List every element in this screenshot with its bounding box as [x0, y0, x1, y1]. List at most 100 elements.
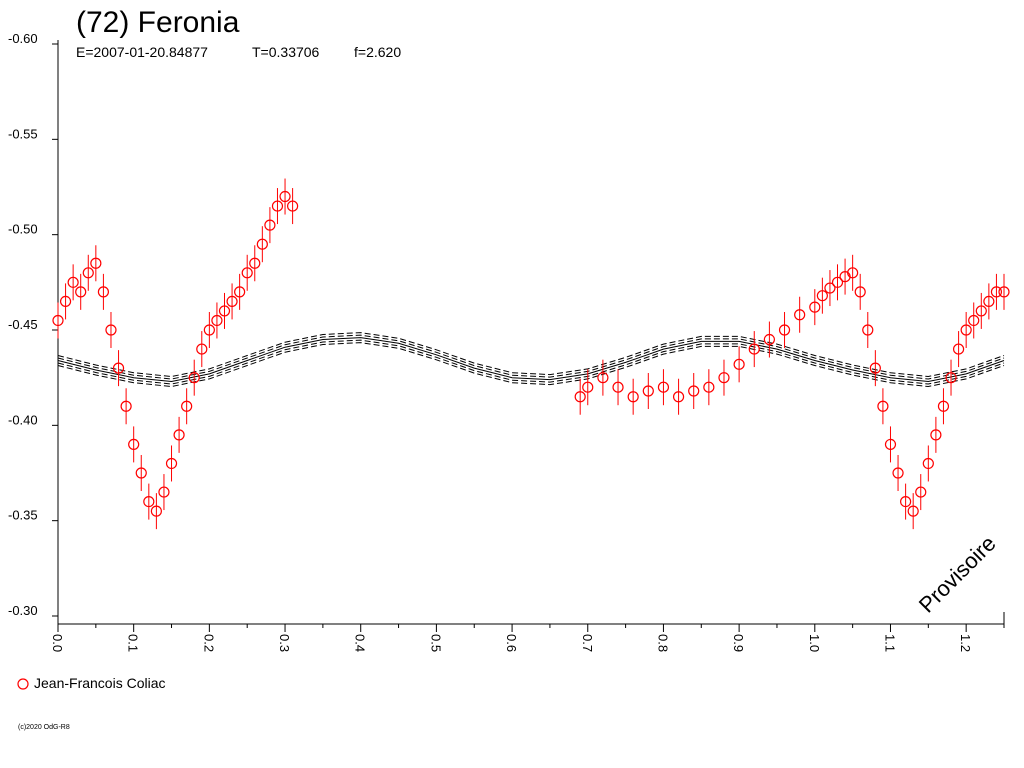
data-point [831, 276, 844, 288]
data-point [884, 438, 897, 450]
x-tick-label: 0.3 [277, 634, 292, 652]
legend: Jean-Francois Coliac [17, 675, 166, 691]
model-envelope-line [57, 342, 1005, 388]
data-point [226, 295, 238, 307]
data-point [112, 362, 125, 374]
data-point [688, 385, 700, 397]
y-ticks: -0.60 -0.55 -0.50 -0.45 -0.40 -0.35 -0.30 [8, 31, 58, 618]
y-tick-label: -0.50 [8, 222, 38, 237]
data-point [847, 267, 859, 279]
data-point [582, 381, 594, 393]
data-point [809, 301, 821, 313]
data-point [287, 200, 299, 212]
data-point [597, 372, 609, 384]
data-point [150, 505, 162, 517]
y-tick-label: -0.60 [8, 31, 38, 46]
data-point [892, 467, 904, 479]
x-tick-label: 0.6 [504, 634, 519, 652]
data-point [990, 286, 1003, 298]
legend-label: Jean-Francois Coliac [34, 675, 166, 691]
data-point [824, 282, 836, 294]
data-point [952, 343, 965, 355]
data-point [998, 286, 1010, 298]
data-point [968, 314, 980, 327]
data-point [256, 238, 268, 250]
data-point [143, 496, 155, 508]
data-point [82, 267, 94, 279]
y-tick-label: -0.45 [8, 317, 38, 332]
chart-subtitle-epoch: E=2007-01-20.84877 [76, 44, 208, 60]
data-point [234, 286, 246, 298]
x-tick-label: 0.0 [50, 634, 65, 652]
model-curve-line [57, 337, 1005, 383]
y-tick-label: -0.40 [8, 412, 38, 427]
chart-title: (72) Feronia [76, 6, 240, 39]
data-point [748, 343, 760, 355]
data-point [188, 372, 200, 384]
data-point [249, 257, 261, 269]
data-point [915, 486, 927, 498]
data-point [173, 429, 185, 441]
model-envelope-line [57, 332, 1005, 378]
data-point [75, 286, 87, 298]
data-point [672, 391, 685, 403]
data-point [862, 324, 874, 336]
x-tick-label: 0.2 [201, 634, 216, 652]
model-envelope-line [57, 339, 1005, 385]
data-point [271, 200, 284, 212]
data-point [794, 309, 806, 321]
data-point [165, 457, 178, 470]
data-point [930, 429, 942, 441]
data-point [937, 400, 950, 412]
data-point [574, 391, 586, 403]
data-points [52, 178, 1010, 530]
data-point [128, 438, 140, 450]
x-tick-label: 0.5 [428, 634, 443, 652]
data-point [657, 381, 670, 393]
data-point [763, 333, 775, 346]
data-point [983, 295, 995, 307]
data-point [816, 290, 828, 302]
data-point [627, 391, 639, 403]
data-point [642, 385, 654, 397]
x-ticks: 0.0 0.1 0.2 0.3 0.4 0.5 0.6 0.7 0.8 0.9 1.0 1.1 1.2 [50, 624, 1005, 652]
data-point [703, 381, 715, 393]
axes [57, 40, 1005, 625]
chart-subtitle-frequency: f=2.620 [354, 44, 401, 60]
x-tick-label: 1.2 [958, 634, 973, 652]
y-tick-label: -0.30 [8, 603, 38, 618]
data-point [960, 324, 972, 336]
data-point [733, 358, 745, 370]
x-tick-label: 0.8 [655, 634, 670, 652]
x-tick-label: 1.0 [807, 634, 822, 652]
data-point [158, 486, 170, 498]
data-point [264, 219, 276, 231]
data-point [135, 467, 147, 479]
data-point [877, 400, 889, 412]
data-point [718, 372, 730, 384]
data-point [218, 305, 231, 317]
x-tick-label: 0.7 [580, 634, 595, 652]
data-point [241, 267, 253, 279]
data-point [907, 505, 919, 517]
data-point [869, 362, 881, 374]
y-tick-label: -0.55 [8, 126, 38, 141]
data-point [922, 457, 934, 470]
data-point [105, 324, 117, 336]
model-curves [57, 332, 1005, 388]
x-tick-label: 0.1 [126, 634, 141, 652]
data-point [279, 190, 291, 203]
data-point [59, 295, 72, 307]
model-envelope-line [57, 334, 1005, 380]
data-point [90, 257, 102, 269]
data-point [52, 314, 64, 327]
data-point [778, 324, 791, 336]
data-point [211, 314, 223, 327]
data-point [120, 400, 132, 412]
data-point [945, 372, 957, 384]
data-point [181, 400, 193, 412]
data-point [900, 496, 912, 508]
data-point [975, 305, 987, 317]
data-point [67, 276, 79, 288]
